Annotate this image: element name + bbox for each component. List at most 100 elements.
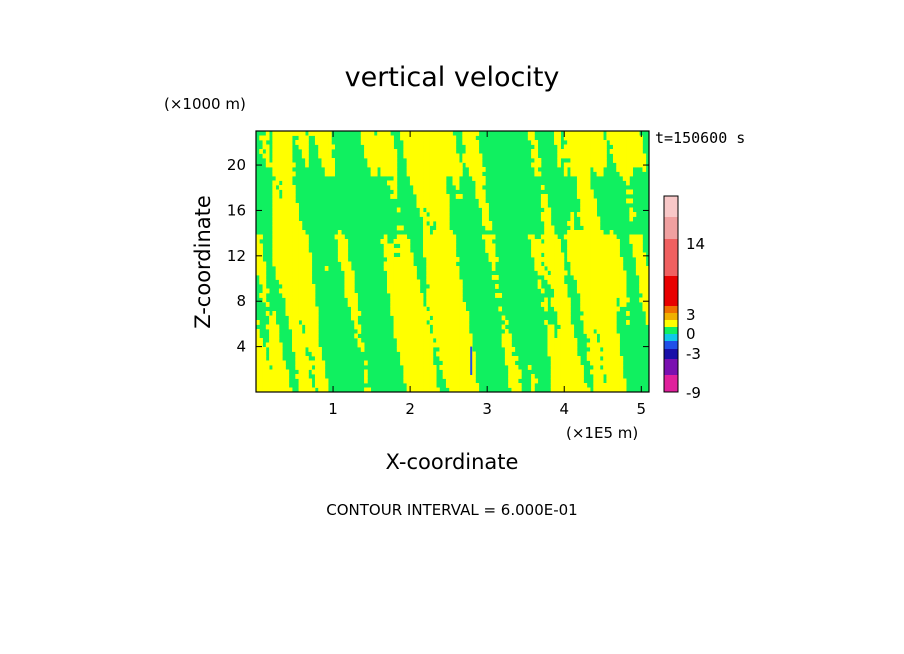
x-unit-label: (×1E5 m) xyxy=(566,424,638,442)
updraft-cell xyxy=(567,383,571,388)
updraft-cell xyxy=(616,293,620,298)
updraft-cell xyxy=(485,234,489,240)
updraft-cell xyxy=(590,135,594,141)
updraft-cell xyxy=(603,261,607,267)
updraft-cell xyxy=(442,302,447,307)
updraft-cell xyxy=(292,315,296,321)
updraft-cell xyxy=(590,221,594,226)
updraft-cell xyxy=(301,239,306,244)
updraft-cell xyxy=(308,365,313,370)
updraft-cell xyxy=(278,167,283,172)
updraft-cell xyxy=(396,225,401,231)
updraft-cell xyxy=(354,324,358,330)
updraft-cell xyxy=(429,342,434,348)
updraft-cell xyxy=(619,365,624,370)
updraft-cell xyxy=(393,261,398,267)
updraft-cell xyxy=(442,284,447,289)
updraft-cell xyxy=(583,176,588,181)
updraft-cell xyxy=(278,356,283,361)
updraft-cell xyxy=(393,158,398,163)
updraft-cell xyxy=(475,162,480,168)
updraft-cell xyxy=(416,279,421,285)
updraft-cell xyxy=(278,351,283,357)
updraft-cell xyxy=(337,234,342,240)
updraft-cell xyxy=(416,194,421,199)
updraft-cell xyxy=(622,387,627,393)
updraft-cell xyxy=(292,131,296,136)
updraft-cell xyxy=(347,297,352,303)
updraft-cell xyxy=(449,378,453,384)
updraft-cell xyxy=(540,248,545,253)
updraft-cell xyxy=(622,162,627,168)
updraft-cell xyxy=(596,383,601,388)
updraft-cell xyxy=(452,257,457,262)
updraft-cell xyxy=(609,243,614,249)
updraft-cell xyxy=(485,212,489,217)
updraft-cell xyxy=(341,234,345,240)
updraft-cell xyxy=(393,149,398,154)
updraft-cell xyxy=(639,140,643,145)
updraft-cell xyxy=(629,234,634,240)
updraft-cell xyxy=(416,131,421,136)
updraft-cell xyxy=(282,144,286,150)
updraft-cell xyxy=(573,275,578,280)
chart-title: vertical velocity xyxy=(345,62,560,93)
updraft-cell xyxy=(423,140,427,145)
updraft-cell xyxy=(590,315,594,321)
updraft-cell xyxy=(511,374,516,379)
updraft-cell xyxy=(400,342,404,348)
updraft-cell xyxy=(462,153,466,159)
updraft-cell xyxy=(580,140,584,145)
updraft-cell xyxy=(341,248,345,253)
updraft-cell xyxy=(544,225,548,231)
updraft-cell xyxy=(432,297,437,303)
updraft-cell xyxy=(465,383,470,388)
updraft-cell xyxy=(419,351,424,357)
updraft-cell xyxy=(586,171,591,177)
updraft-cell xyxy=(295,324,299,330)
updraft-cell xyxy=(593,234,597,240)
updraft-cell xyxy=(272,171,277,177)
updraft-cell xyxy=(278,185,283,190)
updraft-cell xyxy=(612,234,617,240)
updraft-cell xyxy=(626,198,630,204)
updraft-cell xyxy=(301,131,306,136)
updraft-cell xyxy=(419,374,424,379)
updraft-cell xyxy=(429,198,434,204)
updraft-cell xyxy=(288,203,293,208)
updraft-cell xyxy=(439,279,444,285)
updraft-cell xyxy=(495,284,499,289)
updraft-cell xyxy=(465,315,470,321)
updraft-cell xyxy=(560,261,565,267)
updraft-cell xyxy=(387,167,391,172)
updraft-cell xyxy=(491,248,496,253)
updraft-cell xyxy=(275,243,280,249)
updraft-cell xyxy=(406,387,411,393)
updraft-cell xyxy=(278,162,283,168)
updraft-cell xyxy=(436,221,440,226)
updraft-cell xyxy=(501,324,506,330)
updraft-cell xyxy=(537,239,542,244)
updraft-cell xyxy=(393,329,398,334)
updraft-cell xyxy=(406,293,411,298)
updraft-cell xyxy=(400,347,404,352)
updraft-cell xyxy=(442,351,447,357)
updraft-cell xyxy=(576,252,581,258)
updraft-cell xyxy=(370,149,375,154)
updraft-cell xyxy=(390,279,394,285)
updraft-cell xyxy=(567,356,571,361)
updraft-cell xyxy=(576,234,581,240)
updraft-cell xyxy=(278,144,283,150)
updraft-cell xyxy=(292,324,296,330)
updraft-cell xyxy=(570,144,575,150)
updraft-cell xyxy=(275,347,280,352)
updraft-cell xyxy=(344,293,349,298)
updraft-cell xyxy=(278,243,283,249)
updraft-cell xyxy=(612,243,617,249)
updraft-cell xyxy=(465,369,470,375)
updraft-cell xyxy=(599,360,604,366)
updraft-cell xyxy=(275,198,280,204)
updraft-cell xyxy=(387,171,391,177)
updraft-cell xyxy=(554,338,558,343)
updraft-cell xyxy=(272,342,277,348)
